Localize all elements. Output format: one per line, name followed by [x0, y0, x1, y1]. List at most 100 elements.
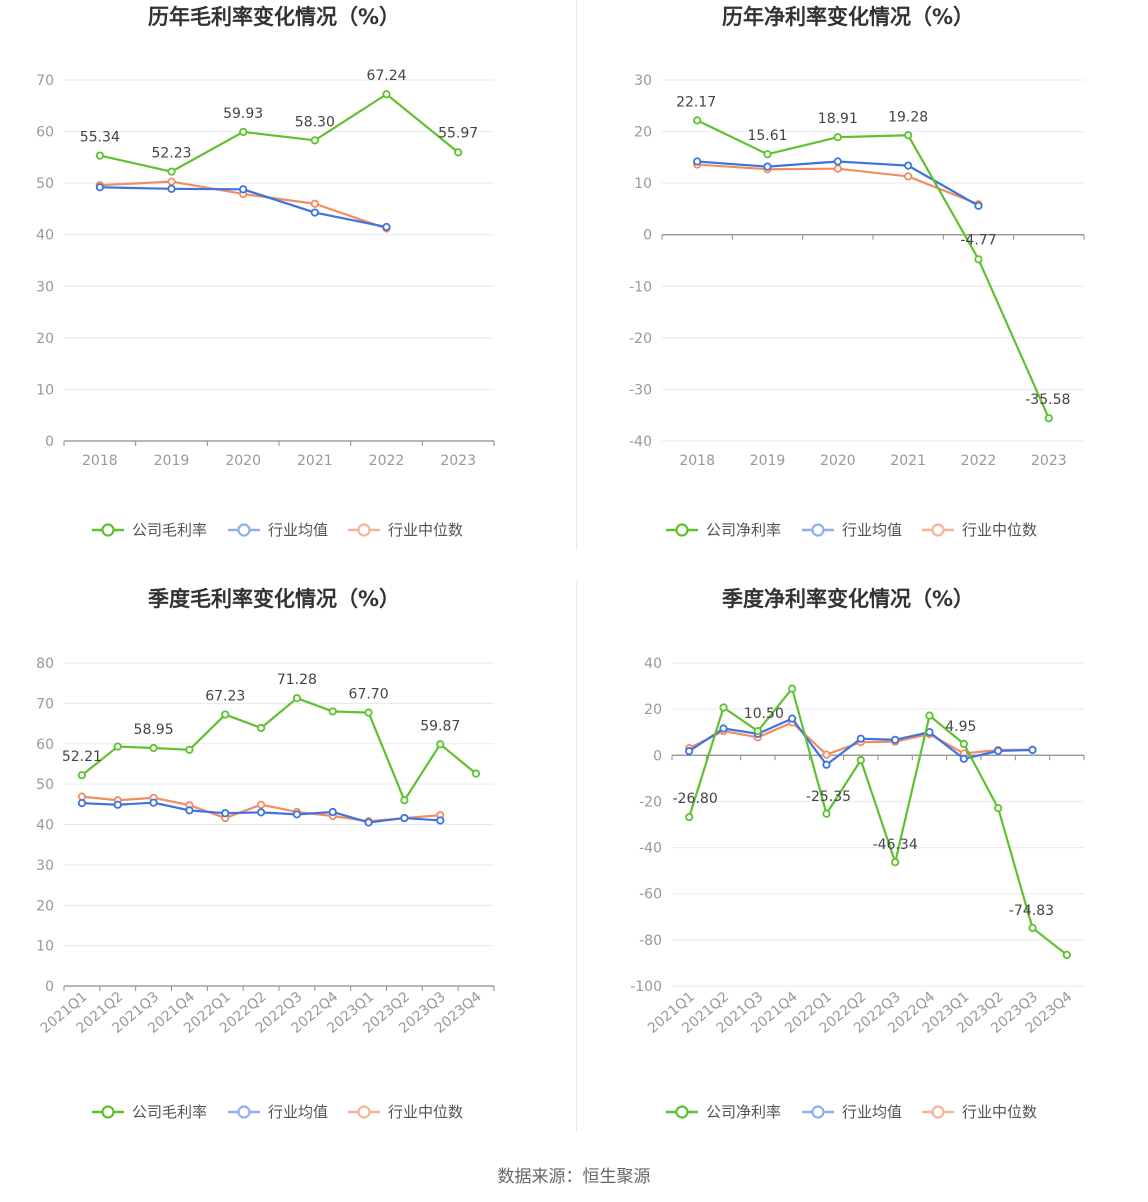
data-point	[185, 745, 194, 754]
legend-label: 行业中位数	[962, 521, 1037, 539]
data-point	[788, 684, 797, 693]
data-label: 67.24	[366, 68, 406, 84]
y-tick-label: 20	[644, 702, 662, 718]
y-tick-label: 40	[36, 228, 54, 244]
y-tick-label: 10	[36, 382, 54, 398]
legend-label: 行业均值	[842, 521, 902, 539]
series-line	[81, 697, 477, 802]
x-tick-label: 2018	[82, 453, 118, 469]
data-label: 59.93	[223, 106, 263, 122]
data-point	[364, 708, 373, 717]
series-company	[95, 90, 463, 176]
data-point	[1044, 414, 1053, 423]
series-company	[693, 116, 1053, 423]
data-point	[221, 809, 230, 818]
legend-item: 公司净利率	[666, 1103, 781, 1121]
legend: 公司毛利率 行业均值 行业中位数	[92, 521, 463, 539]
data-point	[833, 157, 842, 166]
series-median	[693, 160, 983, 209]
chart-title: 季度净利率变化情况（%）	[722, 587, 974, 611]
data-point	[310, 199, 319, 208]
data-point	[891, 858, 900, 867]
legend-label: 公司净利率	[706, 521, 781, 539]
y-tick-label: -80	[639, 933, 662, 949]
legend-item: 行业均值	[228, 1103, 328, 1121]
legend-label: 行业均值	[842, 1103, 902, 1121]
y-tick-label: 60	[36, 125, 54, 141]
data-label: 52.21	[62, 749, 102, 765]
series-line	[696, 119, 1050, 419]
data-point	[382, 222, 391, 232]
x-tick-label: 2020	[820, 453, 856, 469]
legend-item: 公司毛利率	[92, 521, 207, 539]
data-label: -46.34	[873, 837, 918, 853]
data-label: 58.95	[134, 722, 174, 738]
data-point	[239, 185, 248, 194]
x-tick-label: 2021	[890, 453, 926, 469]
legend-item: 行业均值	[228, 521, 328, 539]
data-point	[328, 807, 337, 817]
data-point	[256, 808, 266, 817]
legend-label: 行业中位数	[388, 521, 463, 539]
data-point	[167, 167, 176, 176]
legend: 公司毛利率 行业均值 行业中位数	[92, 1103, 463, 1121]
series-company	[77, 694, 481, 805]
data-point	[763, 162, 772, 171]
data-point	[788, 714, 797, 723]
data-point	[364, 818, 373, 827]
data-label: -74.83	[1009, 903, 1054, 919]
legend-label: 公司毛利率	[132, 1103, 207, 1121]
data-point	[400, 796, 409, 805]
data-point	[113, 800, 122, 809]
data-label: 22.17	[676, 94, 716, 110]
y-tick-label: -40	[629, 434, 652, 450]
data-point	[904, 172, 913, 181]
data-point	[685, 747, 694, 756]
data-label: 10.50	[744, 706, 784, 722]
data-point	[95, 183, 104, 192]
y-tick-label: 30	[36, 279, 54, 295]
data-point	[693, 157, 702, 166]
legend-item: 行业均值	[802, 521, 902, 539]
legend: 公司净利率 行业均值 行业中位数	[666, 1103, 1037, 1121]
data-point	[167, 177, 176, 186]
x-tick-label: 2018	[679, 453, 715, 469]
x-tick-label: 2023	[1031, 453, 1067, 469]
data-point	[167, 184, 176, 193]
data-point	[925, 711, 934, 720]
data-label: 55.97	[438, 125, 478, 141]
data-point	[959, 754, 968, 763]
grid	[64, 662, 494, 987]
y-tick-label: 40	[644, 656, 662, 672]
data-point	[856, 734, 865, 743]
y-tick-label: 30	[634, 73, 652, 89]
divider-bottom	[576, 582, 577, 1132]
legend-marker	[675, 523, 689, 537]
legend-marker	[931, 523, 945, 537]
data-point	[974, 255, 983, 264]
y-tick-label: 20	[36, 898, 54, 914]
x-tick-label: 2023	[440, 453, 476, 469]
legend-item: 行业均值	[802, 1103, 902, 1121]
legend-marker	[237, 523, 251, 537]
y-tick-label: 20	[36, 331, 54, 347]
data-label: 15.61	[747, 128, 787, 144]
data-point	[822, 760, 831, 769]
legend-marker	[357, 523, 371, 537]
data-point	[685, 813, 694, 822]
data-label: 55.34	[80, 130, 120, 146]
data-label: -26.80	[673, 791, 718, 807]
series-company	[685, 684, 1071, 959]
data-point	[822, 809, 831, 818]
legend-label: 公司毛利率	[132, 521, 207, 539]
grid	[64, 79, 494, 442]
data-point	[77, 799, 87, 808]
data-label: -25.35	[806, 789, 851, 805]
data-label: 67.70	[349, 687, 389, 703]
x-tick-label: 2022	[369, 453, 405, 469]
chart-svg: 历年净利率变化情况（%） -40 -30 -20 -10 0 10 20 30 2018 2019 2…	[629, 5, 1085, 539]
data-label: 58.30	[295, 114, 335, 130]
data-point	[471, 769, 481, 778]
legend-marker	[237, 1105, 251, 1119]
data-point	[994, 746, 1003, 756]
